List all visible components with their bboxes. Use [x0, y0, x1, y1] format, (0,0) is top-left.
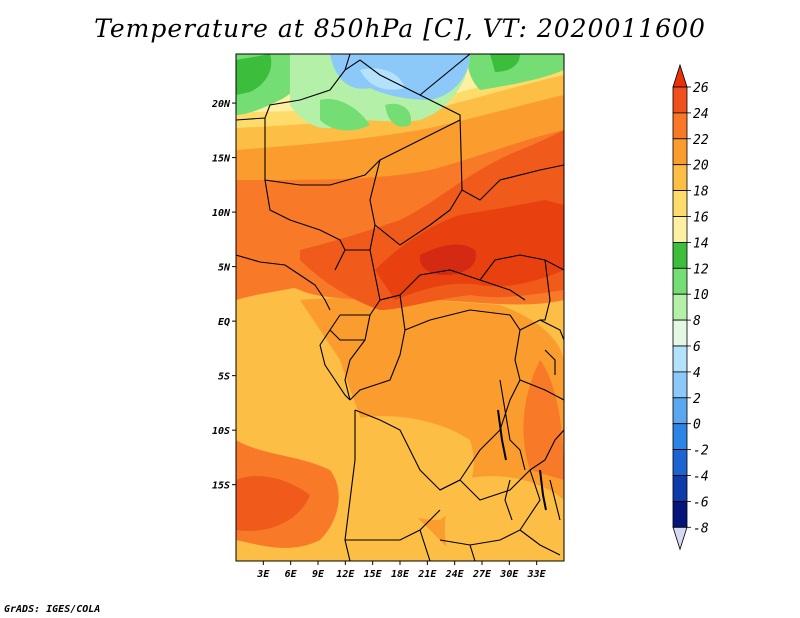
credit-label: GrADS: IGES/COLA	[4, 604, 100, 615]
lat-tick-label: 15S	[212, 481, 230, 492]
lat-tick-label: 15N	[212, 154, 231, 165]
colorbar-label: 24	[693, 107, 709, 122]
lon-tick-label: 33E	[527, 569, 547, 580]
colorbar-segment	[672, 86, 688, 114]
border-north-3	[419, 54, 471, 96]
coast-gulf	[319, 344, 351, 401]
colorbar-label: 12	[693, 262, 709, 277]
colorbar-label: -8	[693, 521, 709, 536]
field-green-mid-2	[385, 103, 411, 127]
lon-tick-label: 3E	[256, 569, 270, 580]
coast-east	[504, 479, 561, 521]
colorbar-segment	[672, 423, 688, 451]
border-kenya	[540, 259, 551, 321]
colorbar-label: -6	[693, 495, 709, 510]
coast-lakes	[499, 349, 556, 471]
field-sw-orange-2	[236, 475, 310, 531]
colorbar-segment	[672, 475, 688, 502]
colorbar-label: 10	[693, 288, 709, 303]
colorbar-label: 0	[693, 418, 701, 433]
field-lightblue	[360, 68, 405, 90]
border-ssudan	[479, 254, 564, 281]
field-se-amber-2	[444, 476, 564, 561]
lon-tick-label: 6E	[285, 569, 298, 580]
lon-tick-label: 27E	[472, 569, 492, 580]
border-mozambique	[519, 429, 564, 556]
field-se-amber	[350, 416, 474, 520]
lon-tick-label: 12E	[336, 569, 355, 580]
colorbar-segment	[672, 241, 688, 269]
field-green-mid	[320, 99, 370, 131]
lake-malawi	[539, 469, 547, 511]
borders	[236, 54, 564, 561]
colorbar-segment	[672, 449, 688, 476]
lat-tick-label: 5S	[218, 372, 230, 383]
lat-tick-label: 10S	[212, 426, 230, 437]
colorbar-label: 6	[693, 340, 701, 355]
border-gabon	[319, 314, 365, 346]
colorbar-top-arrow	[672, 63, 688, 88]
colorbar-label: 8	[693, 314, 701, 329]
colorbar-bottom-arrow	[672, 526, 688, 551]
colorbar-segment	[672, 164, 688, 191]
colorbar-segment	[672, 112, 688, 140]
border-chad	[369, 159, 463, 246]
border-sudan	[461, 164, 564, 201]
lon-axis: 3E 6E 9E 12E 15E 18E 21E 24E 27E 30E 33E	[256, 561, 547, 580]
colorbar-label: 4	[693, 366, 701, 381]
colorbar-segment	[672, 500, 688, 528]
temperature-field	[236, 54, 564, 561]
page-title: Temperature at 850hPa [C], VT: 202001160…	[94, 14, 706, 43]
colorbar-segment	[672, 138, 688, 166]
colorbar-label: 2	[693, 392, 701, 407]
lon-tick-label: 18E	[391, 569, 410, 580]
colorbar-segment	[672, 319, 688, 347]
lon-tick-label: 15E	[364, 569, 383, 580]
field-green-nw-dark	[236, 54, 272, 95]
colorbar-segment	[672, 397, 688, 425]
lon-tick-label: 24E	[445, 569, 465, 580]
field-se-orange	[523, 360, 564, 480]
border-west-coast	[236, 254, 331, 311]
lat-tick-label: EQ	[218, 317, 230, 328]
border-drc	[349, 294, 521, 491]
field-blue	[330, 54, 470, 100]
colorbar-segment	[672, 216, 688, 243]
colorbar-label: 22	[693, 133, 709, 148]
colorbar-label: 16	[693, 211, 709, 226]
field-green-ne-dark	[490, 54, 520, 72]
field-sw-ocean	[236, 300, 340, 470]
border-zambia	[439, 468, 541, 546]
colorbar-label: -2	[693, 444, 709, 459]
lon-tick-label: 9E	[312, 569, 325, 580]
lon-tick-label: 21E	[417, 569, 437, 580]
border-niger	[264, 118, 461, 186]
border-namibia	[344, 539, 351, 561]
border-botswana	[419, 529, 476, 561]
field-deep-red-core	[419, 244, 476, 275]
border-congo	[344, 314, 371, 401]
colorbar-segment	[672, 345, 688, 373]
border-tanzania	[519, 319, 564, 401]
lat-tick-label: 10N	[212, 208, 231, 219]
lon-tick-label: 30E	[499, 569, 519, 580]
colorbar-label: -4	[693, 470, 709, 485]
colorbar-segment	[672, 371, 688, 399]
field-green-ne	[468, 54, 564, 90]
colorbar-label: 20	[693, 159, 709, 174]
border-cameroon	[340, 224, 381, 316]
colorbar-segment	[672, 190, 688, 217]
border-north-2	[344, 54, 351, 71]
colorbar-label: 14	[693, 236, 709, 251]
lat-tick-label: 20N	[211, 99, 231, 110]
lat-tick-label: 5N	[218, 263, 231, 274]
lake-tanganyika	[497, 409, 507, 461]
colorbar-segment	[672, 267, 688, 295]
colorbar-segment	[672, 293, 688, 321]
lat-axis: 20N 15N 10N 5N EQ 5S 10S 15S	[211, 99, 236, 492]
colorbar-label: 26	[693, 81, 709, 96]
colorbar-label: 18	[693, 185, 709, 200]
